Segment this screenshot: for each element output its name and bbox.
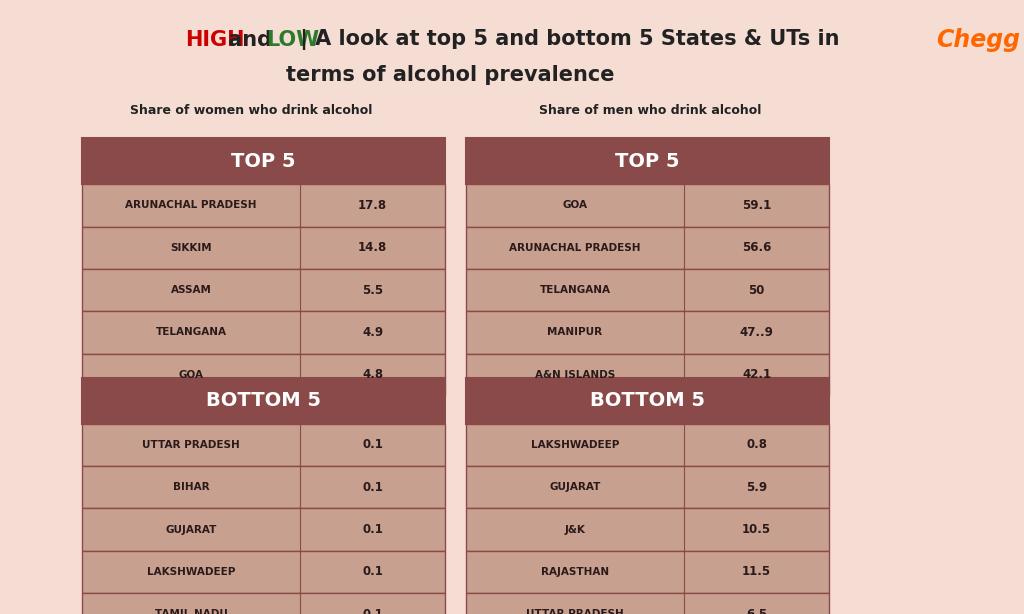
Text: Share of men who drink alcohol: Share of men who drink alcohol	[539, 104, 762, 117]
Text: SIKKIM: SIKKIM	[170, 243, 212, 253]
FancyBboxPatch shape	[82, 424, 445, 466]
Text: LOW: LOW	[266, 30, 318, 50]
Text: 0.1: 0.1	[362, 481, 383, 494]
FancyBboxPatch shape	[466, 378, 829, 424]
Text: GUJARAT: GUJARAT	[549, 482, 601, 492]
Text: 50: 50	[749, 284, 765, 297]
FancyBboxPatch shape	[466, 551, 829, 593]
Text: 14.8: 14.8	[358, 241, 387, 254]
Text: TELANGANA: TELANGANA	[540, 285, 610, 295]
FancyBboxPatch shape	[466, 593, 829, 614]
Text: 6.5: 6.5	[746, 608, 767, 614]
Text: Chegg: Chegg	[936, 28, 1020, 52]
Text: GUJARAT: GUJARAT	[165, 524, 217, 535]
Text: and: and	[221, 30, 279, 50]
Text: 11.5: 11.5	[742, 565, 771, 578]
Text: 59.1: 59.1	[742, 199, 771, 212]
Text: 0.1: 0.1	[362, 608, 383, 614]
Text: RAJASTHAN: RAJASTHAN	[541, 567, 609, 577]
Text: 4.8: 4.8	[362, 368, 383, 381]
Text: J&K: J&K	[564, 524, 586, 535]
FancyBboxPatch shape	[466, 354, 829, 396]
FancyBboxPatch shape	[82, 227, 445, 269]
FancyBboxPatch shape	[82, 466, 445, 508]
Text: GOA: GOA	[178, 370, 204, 380]
Text: 0.1: 0.1	[362, 565, 383, 578]
FancyBboxPatch shape	[466, 227, 829, 269]
Text: UTTAR PRADESH: UTTAR PRADESH	[526, 609, 624, 614]
Text: ARUNACHAL PRADESH: ARUNACHAL PRADESH	[509, 243, 641, 253]
Text: Share of women who drink alcohol: Share of women who drink alcohol	[130, 104, 372, 117]
FancyBboxPatch shape	[82, 138, 445, 184]
Text: TAMIL NADU: TAMIL NADU	[155, 609, 227, 614]
FancyBboxPatch shape	[82, 508, 445, 551]
Text: 5.5: 5.5	[362, 284, 383, 297]
Text: LAKSHWADEEP: LAKSHWADEEP	[530, 440, 620, 450]
Text: 0.1: 0.1	[362, 438, 383, 451]
FancyBboxPatch shape	[466, 138, 829, 184]
Text: HIGH: HIGH	[184, 30, 245, 50]
Text: ASSAM: ASSAM	[171, 285, 211, 295]
FancyBboxPatch shape	[82, 184, 445, 227]
FancyBboxPatch shape	[82, 378, 445, 424]
Text: 42.1: 42.1	[742, 368, 771, 381]
Text: LAKSHWADEEP: LAKSHWADEEP	[146, 567, 236, 577]
Text: TELANGANA: TELANGANA	[156, 327, 226, 338]
Text: A&N ISLANDS: A&N ISLANDS	[535, 370, 615, 380]
Text: 4.9: 4.9	[362, 326, 383, 339]
Text: 47..9: 47..9	[739, 326, 774, 339]
Text: ARUNACHAL PRADESH: ARUNACHAL PRADESH	[125, 200, 257, 211]
Text: | A look at top 5 and bottom 5 States & UTs in: | A look at top 5 and bottom 5 States & …	[293, 29, 840, 50]
FancyBboxPatch shape	[466, 184, 829, 227]
Text: BOTTOM 5: BOTTOM 5	[590, 391, 706, 410]
Text: 0.8: 0.8	[746, 438, 767, 451]
FancyBboxPatch shape	[82, 269, 445, 311]
FancyBboxPatch shape	[82, 593, 445, 614]
FancyBboxPatch shape	[82, 354, 445, 396]
Text: 56.6: 56.6	[742, 241, 771, 254]
Text: GOA: GOA	[562, 200, 588, 211]
Text: 10.5: 10.5	[742, 523, 771, 536]
FancyBboxPatch shape	[82, 551, 445, 593]
Text: TOP 5: TOP 5	[615, 152, 680, 171]
Text: BIHAR: BIHAR	[173, 482, 209, 492]
FancyBboxPatch shape	[466, 508, 829, 551]
FancyBboxPatch shape	[466, 311, 829, 354]
Text: BOTTOM 5: BOTTOM 5	[206, 391, 322, 410]
Text: 17.8: 17.8	[358, 199, 387, 212]
FancyBboxPatch shape	[82, 311, 445, 354]
FancyBboxPatch shape	[466, 269, 829, 311]
FancyBboxPatch shape	[466, 424, 829, 466]
Text: 5.9: 5.9	[746, 481, 767, 494]
Text: MANIPUR: MANIPUR	[548, 327, 602, 338]
Text: TOP 5: TOP 5	[231, 152, 296, 171]
FancyBboxPatch shape	[466, 466, 829, 508]
Text: terms of alcohol prevalence: terms of alcohol prevalence	[287, 65, 614, 85]
Text: 0.1: 0.1	[362, 523, 383, 536]
Text: UTTAR PRADESH: UTTAR PRADESH	[142, 440, 240, 450]
